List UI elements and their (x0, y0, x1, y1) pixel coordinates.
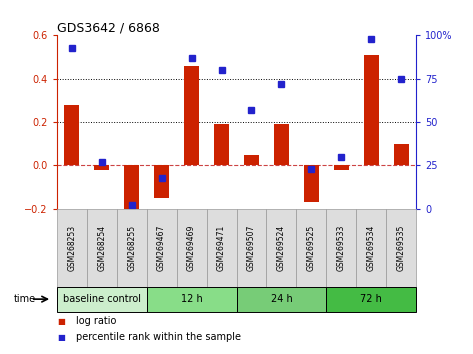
Text: 12 h: 12 h (181, 294, 202, 304)
Bar (154, 165, 169, 198)
Bar (64, 105, 79, 165)
Text: GSM269534: GSM269534 (367, 224, 376, 271)
Text: GSM268255: GSM268255 (127, 225, 136, 271)
Text: GSM269471: GSM269471 (217, 225, 226, 271)
Text: GSM269535: GSM269535 (397, 224, 406, 271)
Bar (274, 124, 289, 165)
Text: percentile rank within the sample: percentile rank within the sample (76, 332, 241, 342)
Bar (244, 155, 259, 165)
Bar (214, 124, 229, 165)
Text: ■: ■ (58, 317, 65, 326)
Bar (304, 165, 319, 202)
Bar (124, 165, 139, 209)
Text: GSM269524: GSM269524 (277, 225, 286, 271)
Bar (94, 165, 109, 170)
Bar (394, 144, 409, 165)
Text: ■: ■ (58, 332, 65, 342)
Text: GSM269533: GSM269533 (337, 224, 346, 271)
Text: GSM269525: GSM269525 (307, 225, 316, 271)
Bar (334, 165, 349, 170)
Bar (184, 66, 199, 165)
Bar (364, 55, 379, 165)
Text: GDS3642 / 6868: GDS3642 / 6868 (57, 21, 159, 34)
Text: baseline control: baseline control (63, 294, 140, 304)
Text: log ratio: log ratio (76, 316, 116, 326)
Text: GSM269469: GSM269469 (187, 224, 196, 271)
Text: GSM269507: GSM269507 (247, 224, 256, 271)
Text: GSM269467: GSM269467 (157, 224, 166, 271)
Text: time: time (14, 294, 36, 304)
Text: GSM268253: GSM268253 (67, 225, 76, 271)
Text: 24 h: 24 h (271, 294, 292, 304)
Text: GSM268254: GSM268254 (97, 225, 106, 271)
Text: 72 h: 72 h (360, 294, 382, 304)
